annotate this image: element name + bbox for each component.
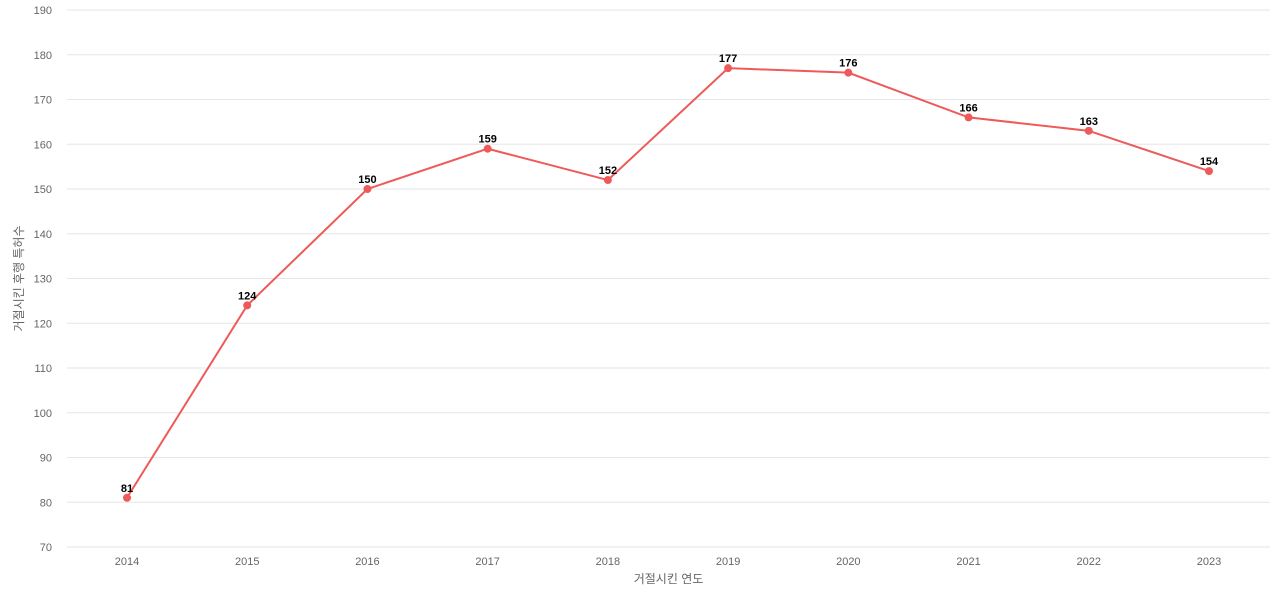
y-tick-label: 160 [34, 139, 52, 151]
y-tick-label: 80 [40, 497, 52, 509]
data-point-2015 [243, 301, 252, 310]
data-label-2014: 81 [121, 483, 133, 495]
x-tick-label: 2016 [355, 556, 379, 568]
y-tick-label: 110 [34, 363, 52, 375]
y-axis-ticks: 70 80 90 100 110 120 130 140 150 160 170 180 190 [34, 5, 52, 554]
y-tick-label: 150 [34, 184, 52, 196]
data-label-2022: 163 [1080, 116, 1098, 128]
data-label-2023: 154 [1200, 156, 1219, 168]
x-tick-label: 2019 [716, 556, 740, 568]
y-tick-label: 120 [34, 318, 52, 330]
gridlines [67, 9, 1270, 548]
x-tick-label: 2015 [235, 556, 259, 568]
data-label-2015: 124 [238, 290, 257, 302]
y-tick-label: 190 [34, 5, 52, 17]
y-tick-label: 100 [34, 408, 52, 420]
series-line [126, 67, 1210, 499]
data-point-2019 [724, 64, 733, 73]
data-point-2018 [603, 176, 612, 185]
x-axis-title: 거절시킨 연도 [634, 572, 704, 586]
x-tick-label: 2021 [956, 556, 980, 568]
data-label-2020: 176 [839, 58, 857, 70]
data-points [123, 64, 1213, 502]
data-label-2017: 159 [478, 134, 496, 146]
data-point-2023 [1205, 167, 1213, 176]
y-axis-title: 거절시킨 후행 특허수 [11, 225, 26, 331]
x-tick-label: 2023 [1197, 556, 1221, 568]
data-point-2022 [1084, 126, 1093, 135]
x-tick-label: 2022 [1077, 556, 1101, 568]
x-tick-label: 2020 [836, 556, 860, 568]
data-label-2021: 166 [959, 102, 977, 114]
y-tick-label: 90 [40, 453, 52, 465]
data-point-2014 [123, 493, 131, 502]
x-tick-label: 2014 [115, 556, 139, 568]
data-label-2018: 152 [599, 165, 617, 177]
data-point-2020 [844, 68, 853, 77]
data-point-2021 [964, 113, 973, 122]
data-label-2016: 150 [358, 174, 376, 186]
data-label-2019: 177 [719, 53, 737, 65]
y-tick-label: 140 [34, 229, 52, 241]
data-point-2017 [483, 144, 492, 153]
y-tick-label: 170 [34, 95, 52, 107]
y-tick-label: 130 [34, 274, 52, 286]
y-tick-label: 180 [34, 50, 52, 62]
x-tick-label: 2018 [596, 556, 620, 568]
y-tick-label: 70 [40, 542, 52, 554]
x-tick-label: 2017 [475, 556, 499, 568]
data-labels: 81 124 150 159 152 177 176 166 163 154 [121, 53, 1219, 495]
x-axis-ticks: 2014 2015 2016 2017 2018 2019 2020 2021 2022 2023 [115, 556, 1221, 568]
data-point-2016 [363, 185, 372, 193]
